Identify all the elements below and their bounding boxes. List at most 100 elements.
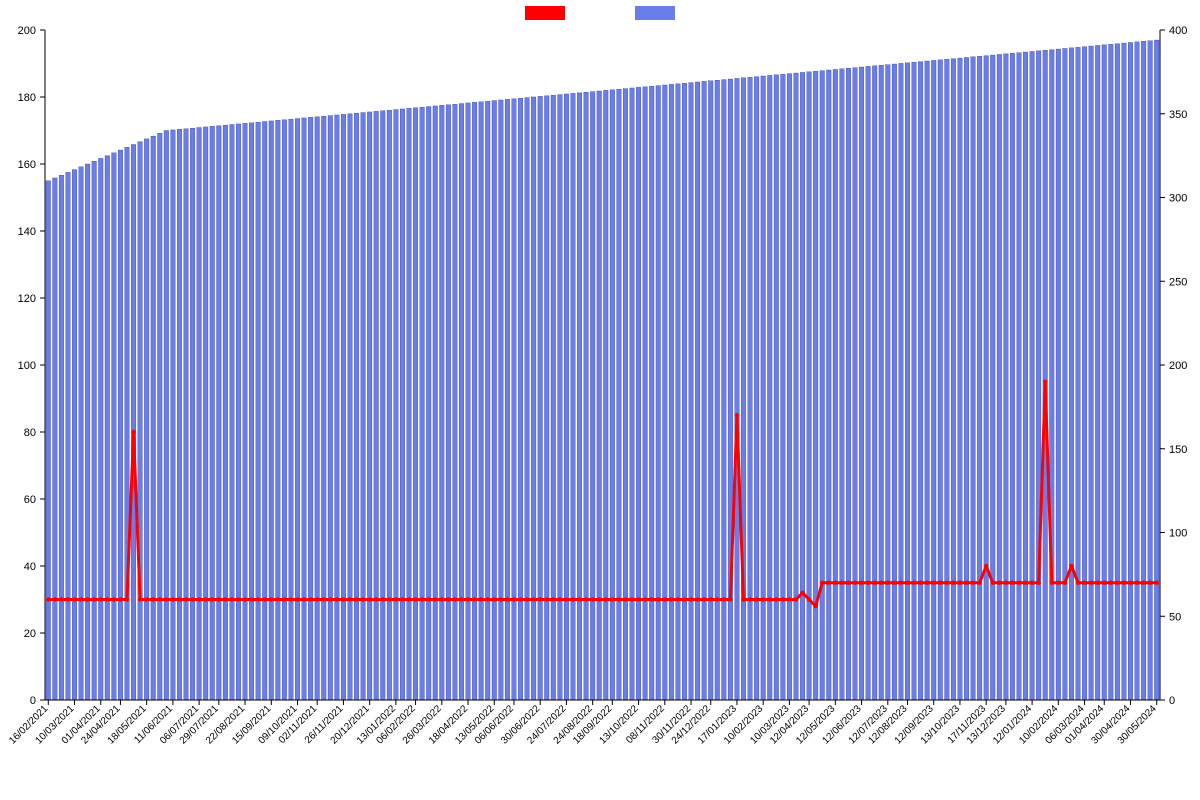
line-marker [151,597,155,601]
bar [840,69,845,700]
line-marker [190,597,194,601]
line-marker [899,581,903,585]
line-marker [748,597,752,601]
bar [348,114,353,700]
line-marker [846,581,850,585]
bar [1043,50,1048,700]
bar [512,99,517,700]
line-marker [158,597,162,601]
bar [1056,49,1061,700]
bar [892,64,897,700]
line-marker [649,597,653,601]
line-marker [341,597,345,601]
line-marker [525,597,529,601]
bar [230,125,235,700]
line-marker [400,597,404,601]
bar [197,128,202,701]
bar [846,68,851,700]
bar [1089,46,1094,700]
line-marker [203,597,207,601]
line-marker [236,597,240,601]
bar [945,59,950,700]
line-marker [794,597,798,601]
bar [92,161,97,700]
line-marker [223,597,227,601]
bar [492,101,497,700]
line-marker [453,597,457,601]
line-marker [118,597,122,601]
bar [131,144,136,700]
y-left-tick-label: 200 [18,25,36,37]
line-marker [171,597,175,601]
y-right-tick-label: 250 [1169,276,1187,288]
y-right-tick-label: 50 [1169,611,1181,623]
line-marker [761,597,765,601]
y-right-tick-label: 400 [1169,25,1187,37]
y-right-tick-label: 350 [1169,109,1187,121]
bar [335,115,340,700]
bar [171,130,176,700]
line-marker [282,597,286,601]
line-marker [1050,581,1054,585]
bar [374,111,379,700]
bar [407,108,412,700]
bar [1036,51,1041,700]
bar [210,126,215,700]
y-right-tick-label: 100 [1169,528,1187,540]
bar [977,56,982,700]
bar [551,95,556,700]
bar [997,54,1002,700]
line-marker [669,597,673,601]
bar [184,129,189,700]
line-marker [243,597,247,601]
line-marker [394,597,398,601]
line-marker [872,581,876,585]
bar [295,119,300,700]
line-marker [905,581,909,585]
bar [531,97,536,700]
line-marker [374,597,378,601]
bar [400,109,405,700]
bar [289,119,294,700]
y-right-tick-label: 300 [1169,193,1187,205]
line-marker [249,597,253,601]
bar [1128,42,1133,700]
line-marker [512,597,516,601]
line-marker [367,597,371,601]
line-marker [1023,581,1027,585]
line-marker [1115,581,1119,585]
bar [630,88,635,700]
bar [538,96,543,700]
y-left-tick-label: 0 [30,695,36,707]
bar [1115,44,1120,700]
bar [800,72,805,700]
bar [649,86,654,700]
bar [157,133,162,700]
bar [656,86,661,700]
bar [112,153,117,700]
bar [308,117,313,700]
line-marker [46,597,50,601]
bar [682,83,687,700]
line-marker [636,597,640,601]
line-marker [617,597,621,601]
line-marker [505,597,509,601]
line-marker [66,597,70,601]
line-marker [269,597,273,601]
bar [564,94,569,700]
line-marker [912,581,916,585]
bar [826,70,831,700]
bar [125,147,130,700]
bar [1076,47,1081,700]
line-marker [472,597,476,601]
line-marker [105,597,109,601]
bar [879,65,884,700]
line-marker [991,581,995,585]
line-marker [813,604,817,608]
line-marker [643,597,647,601]
bar [794,73,799,700]
bar [1010,53,1015,700]
bar [767,75,772,700]
legend-swatch [525,6,565,20]
line-marker [499,597,503,601]
